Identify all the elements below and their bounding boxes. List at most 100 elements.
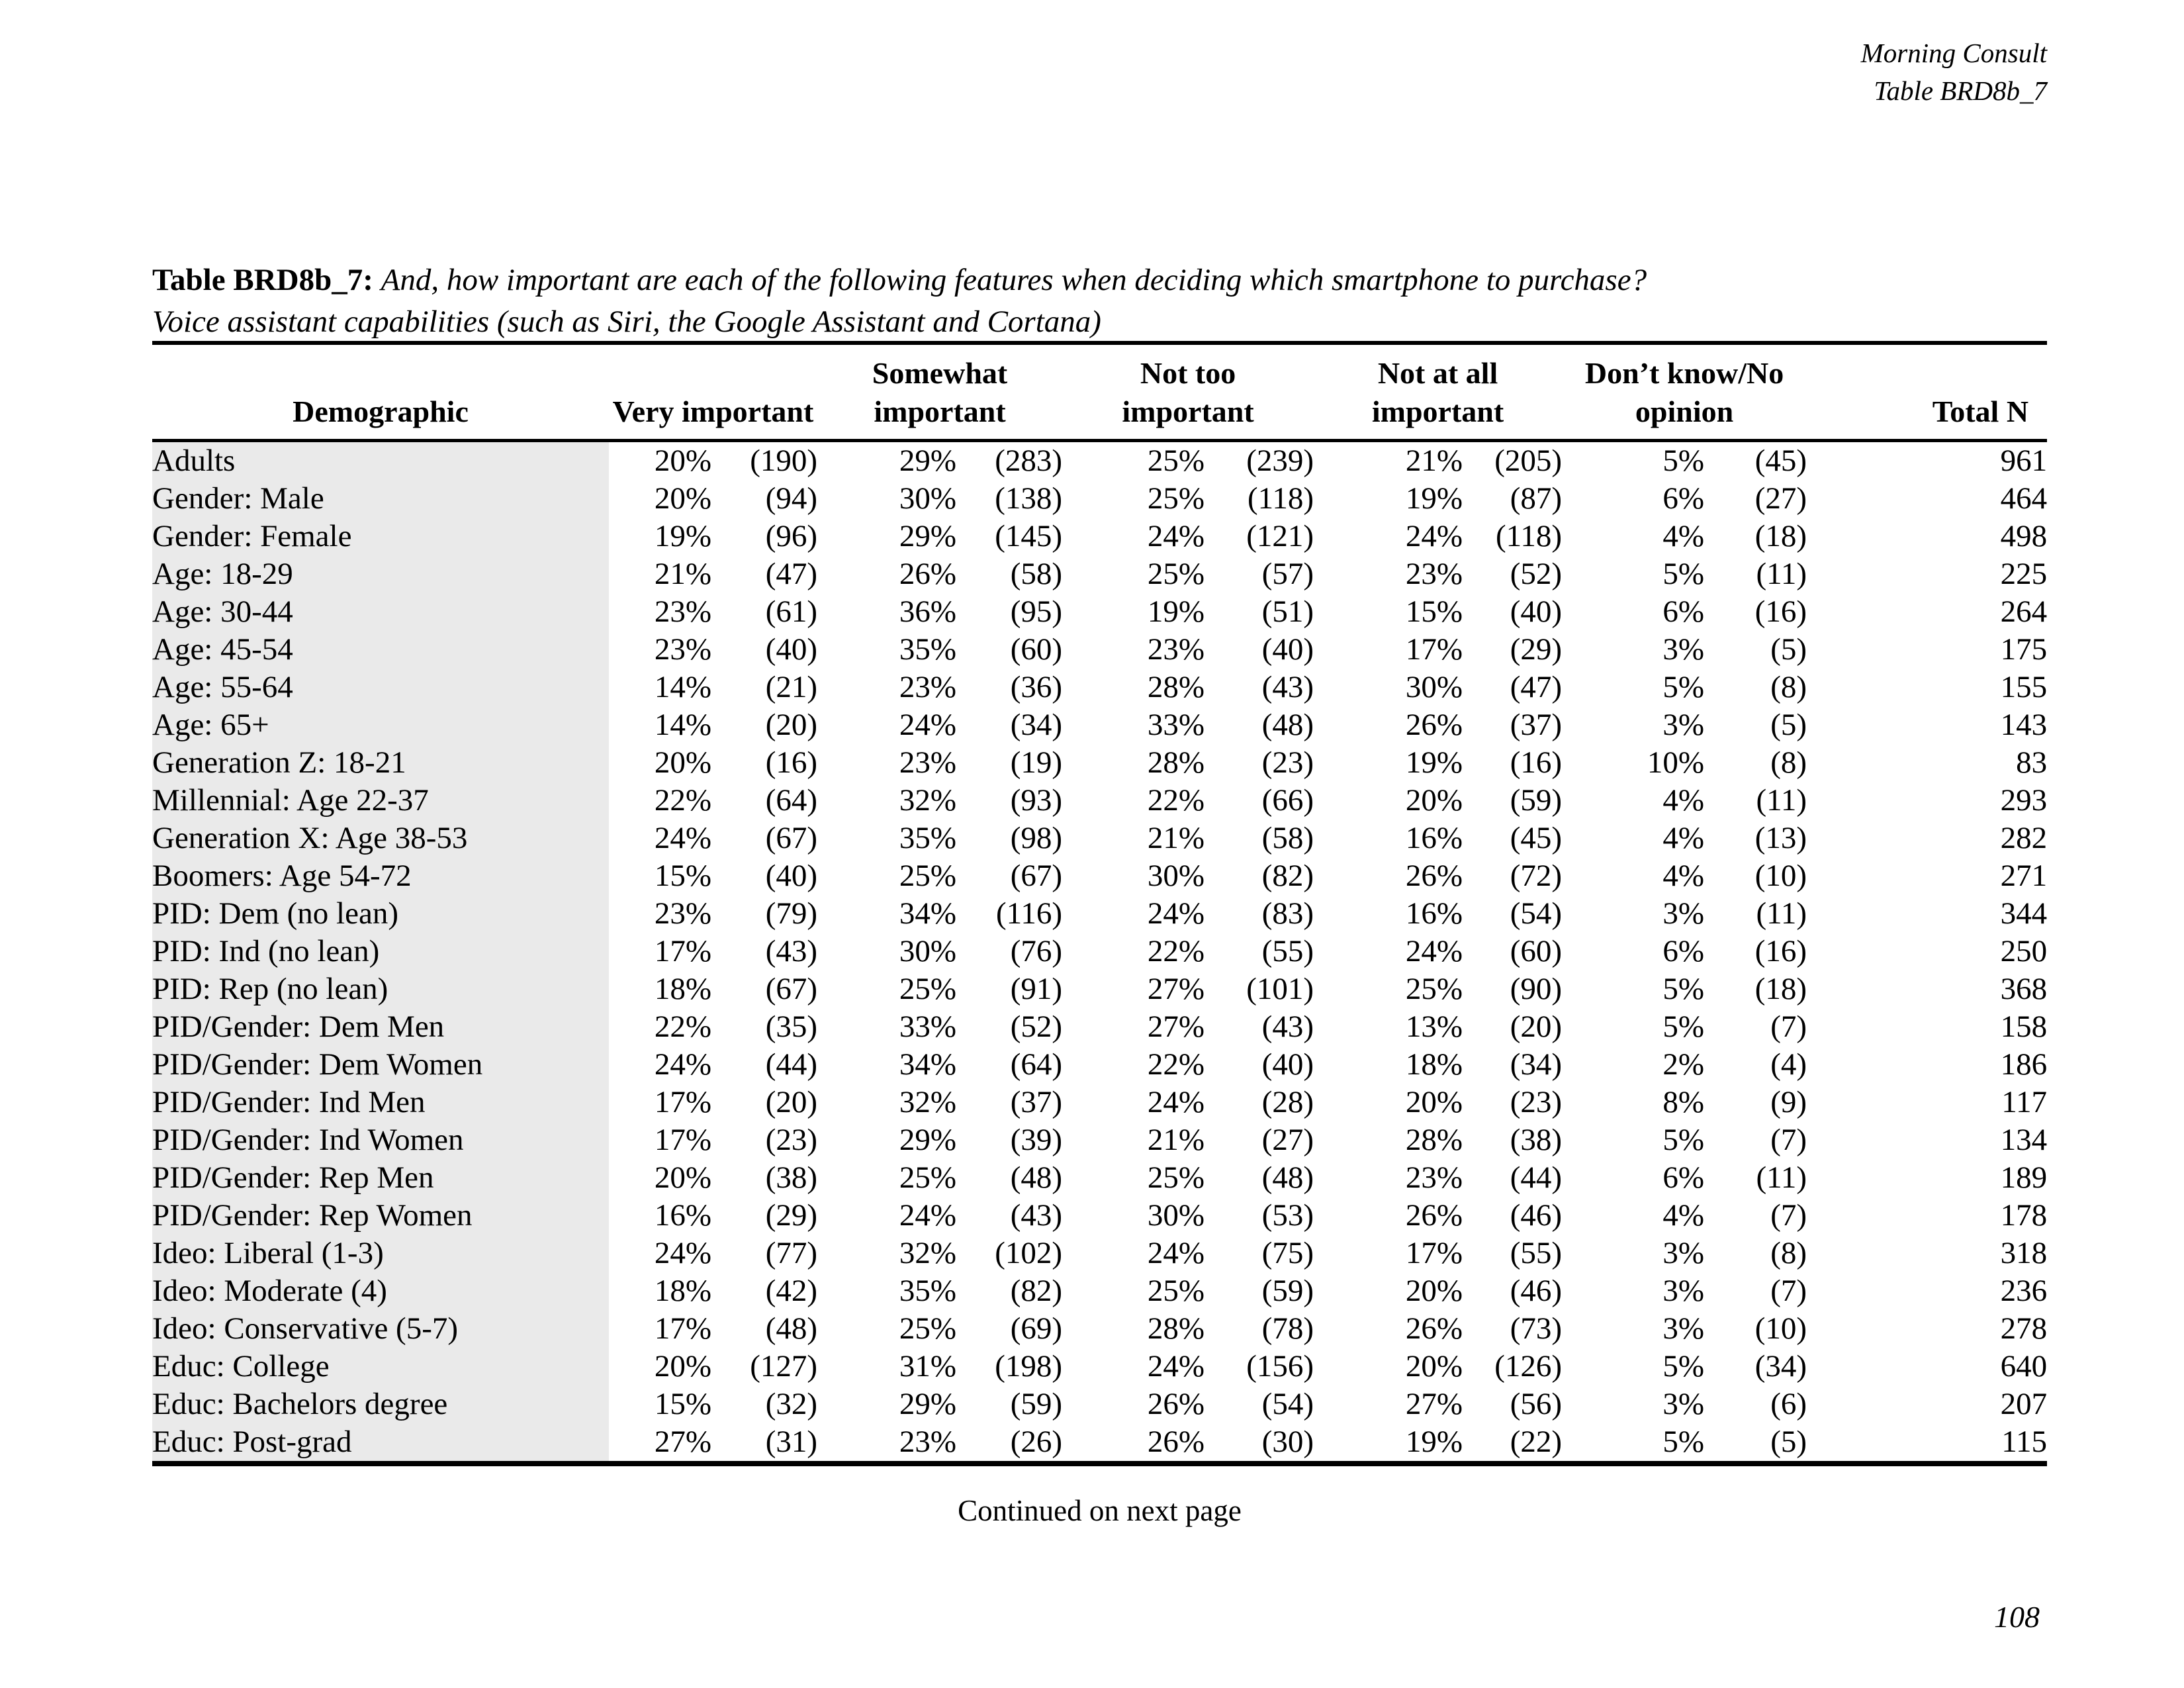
cell-dont-know-pct: 5% <box>1662 557 1705 591</box>
cell-somewhat-important-n: (59) <box>1010 1387 1063 1421</box>
cell-not-too-important-n: (59) <box>1261 1274 1314 1308</box>
cell-not-too-important-pct: 24% <box>1147 1085 1205 1119</box>
cell-total-n: 498 <box>2000 519 2048 553</box>
cell-not-at-all-important-n: (20) <box>1510 1009 1563 1044</box>
table-row: Educ: College 20% (127) 31% (198) 24% (156) 20%… <box>152 1348 2047 1385</box>
cell-not-at-all-important-n: (16) <box>1510 745 1563 780</box>
cell-total-n: 640 <box>2000 1349 2048 1383</box>
cell-somewhat-important-pct: 35% <box>899 632 956 667</box>
table-row: Educ: Post-grad 27% (31) 23% (26) 26% (30) 19% (… <box>152 1423 2047 1464</box>
cell-not-too-important-pct: 24% <box>1147 896 1205 931</box>
cell-total-n: 83 <box>2016 745 2048 780</box>
cell-not-at-all-important-n: (60) <box>1510 934 1563 968</box>
cell-not-too-important-n: (53) <box>1261 1198 1314 1233</box>
cell-not-at-all-important-n: (45) <box>1510 821 1563 855</box>
cell-not-too-important-pct: 19% <box>1147 594 1205 629</box>
cell-not-too-important-n: (75) <box>1261 1236 1314 1270</box>
cell-dont-know-pct: 6% <box>1662 594 1705 629</box>
cell-not-too-important-n: (239) <box>1246 444 1314 478</box>
cell-very-important-n: (67) <box>765 972 817 1006</box>
cell-somewhat-important-n: (64) <box>1010 1047 1063 1082</box>
cell-not-at-all-important-n: (22) <box>1510 1425 1563 1459</box>
cell-dont-know-pct: 3% <box>1662 1236 1705 1270</box>
cell-somewhat-important-pct: 34% <box>899 896 956 931</box>
table-row: Millennial: Age 22-37 22% (64) 32% (93) 22% (6… <box>152 782 2047 820</box>
table-row: PID: Rep (no lean) 18% (67) 25% (91) 27% (101)… <box>152 970 2047 1008</box>
cell-somewhat-important-pct: 30% <box>899 481 956 516</box>
row-label: Ideo: Liberal (1-3) <box>152 1235 609 1272</box>
cell-very-important-pct: 24% <box>654 1047 711 1082</box>
cell-not-at-all-important-n: (56) <box>1510 1387 1563 1421</box>
table-row: Adults 20% (190) 29% (283) 25% (239) 21% (205) 5%… <box>152 440 2047 480</box>
row-label: PID/Gender: Dem Women <box>152 1046 609 1084</box>
cell-total-n: 143 <box>2000 708 2048 742</box>
table-row: PID/Gender: Dem Women 24% (44) 34% (64) 22% (4… <box>152 1046 2047 1084</box>
document-header: Morning Consult Table BRD8b_7 <box>1861 34 2047 110</box>
cell-dont-know-pct: 4% <box>1662 783 1705 818</box>
cell-somewhat-important-pct: 31% <box>899 1349 956 1383</box>
cell-dont-know-n: (18) <box>1754 519 1807 553</box>
col-header-dont-know: Don’t know/No opinion <box>1584 356 1784 428</box>
cell-total-n: 236 <box>2000 1274 2048 1308</box>
row-label: Age: 30-44 <box>152 593 609 631</box>
cell-not-too-important-n: (51) <box>1261 594 1314 629</box>
cell-very-important-n: (47) <box>765 557 817 591</box>
cell-not-too-important-n: (66) <box>1261 783 1314 818</box>
row-label: Adults <box>152 440 609 480</box>
cell-somewhat-important-pct: 26% <box>899 557 956 591</box>
cell-somewhat-important-pct: 23% <box>899 670 956 704</box>
cell-very-important-pct: 27% <box>654 1425 711 1459</box>
table-row: Age: 65+ 14% (20) 24% (34) 33% (48) 26% (37) 3% (5… <box>152 706 2047 744</box>
cell-dont-know-pct: 5% <box>1662 1349 1705 1383</box>
cell-dont-know-pct: 4% <box>1662 859 1705 893</box>
cell-not-too-important-n: (78) <box>1261 1311 1314 1346</box>
cell-not-at-all-important-n: (23) <box>1510 1085 1563 1119</box>
table-row: Ideo: Liberal (1-3) 24% (77) 32% (102) 24% (75… <box>152 1235 2047 1272</box>
cell-not-too-important-pct: 26% <box>1147 1387 1205 1421</box>
cell-total-n: 178 <box>2000 1198 2048 1233</box>
table-row: Gender: Female 19% (96) 29% (145) 24% (121) 24%… <box>152 518 2047 555</box>
cell-not-at-all-important-pct: 25% <box>1405 972 1463 1006</box>
cell-not-at-all-important-pct: 17% <box>1405 632 1463 667</box>
cell-not-too-important-n: (43) <box>1261 670 1314 704</box>
cell-not-at-all-important-n: (87) <box>1510 481 1563 516</box>
cell-dont-know-n: (34) <box>1754 1349 1807 1383</box>
row-label: PID/Gender: Rep Men <box>152 1159 609 1197</box>
cell-not-too-important-n: (40) <box>1261 632 1314 667</box>
cell-not-at-all-important-n: (40) <box>1510 594 1563 629</box>
cell-very-important-pct: 14% <box>654 670 711 704</box>
cell-very-important-n: (127) <box>750 1349 817 1383</box>
cell-dont-know-pct: 2% <box>1662 1047 1705 1082</box>
table-row: Gender: Male 20% (94) 30% (138) 25% (118) 19% (8… <box>152 480 2047 518</box>
cell-not-too-important-pct: 22% <box>1147 1047 1205 1082</box>
cell-somewhat-important-n: (58) <box>1010 557 1063 591</box>
cell-somewhat-important-pct: 32% <box>899 1085 956 1119</box>
cell-not-too-important-pct: 24% <box>1147 1349 1205 1383</box>
row-label: Educ: College <box>152 1348 609 1385</box>
row-label: Ideo: Conservative (5-7) <box>152 1310 609 1348</box>
cell-somewhat-important-n: (34) <box>1010 708 1063 742</box>
table-row: PID: Dem (no lean) 23% (79) 34% (116) 24% (83)… <box>152 895 2047 933</box>
cell-somewhat-important-n: (37) <box>1010 1085 1063 1119</box>
cell-dont-know-n: (13) <box>1754 821 1807 855</box>
cell-very-important-pct: 14% <box>654 708 711 742</box>
cell-total-n: 115 <box>2001 1425 2048 1459</box>
table-row: PID/Gender: Ind Women 17% (23) 29% (39) 21% (2… <box>152 1121 2047 1159</box>
cell-not-too-important-pct: 25% <box>1147 481 1205 516</box>
cell-not-too-important-pct: 21% <box>1147 1123 1205 1157</box>
cell-not-at-all-important-pct: 20% <box>1405 1274 1463 1308</box>
col-header-demographic: Demographic <box>293 395 469 428</box>
cell-not-at-all-important-pct: 26% <box>1405 1198 1463 1233</box>
row-label: Gender: Female <box>152 518 609 555</box>
cell-not-too-important-pct: 21% <box>1147 821 1205 855</box>
cell-total-n: 278 <box>2000 1311 2048 1346</box>
cell-dont-know-n: (5) <box>1770 1425 1807 1459</box>
cell-dont-know-pct: 3% <box>1662 1274 1705 1308</box>
cell-not-at-all-important-pct: 26% <box>1405 859 1463 893</box>
row-label: PID/Gender: Dem Men <box>152 1008 609 1046</box>
cell-dont-know-n: (7) <box>1770 1009 1807 1044</box>
cell-somewhat-important-pct: 33% <box>899 1009 956 1044</box>
cell-dont-know-n: (4) <box>1770 1047 1807 1082</box>
table-row: Ideo: Moderate (4) 18% (42) 35% (82) 25% (59) 2… <box>152 1272 2047 1310</box>
cell-somewhat-important-pct: 29% <box>899 444 956 478</box>
